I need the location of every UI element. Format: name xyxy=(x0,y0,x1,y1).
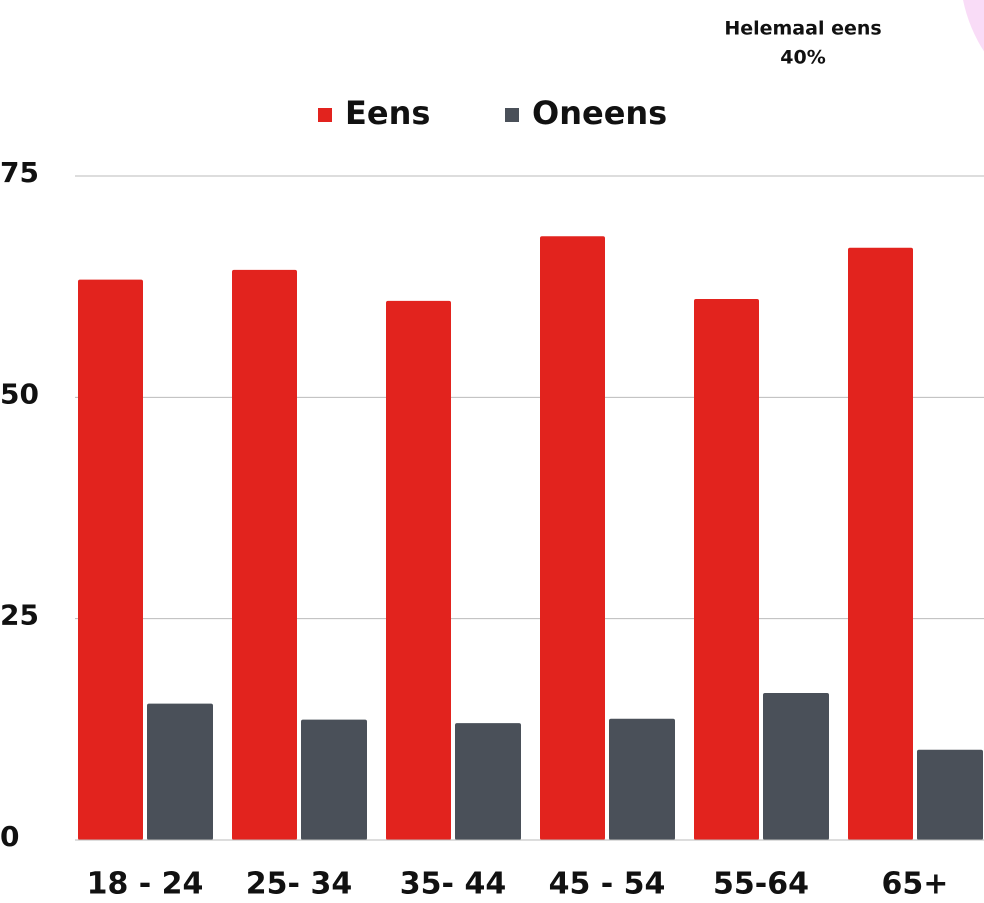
bar xyxy=(694,299,759,840)
bar xyxy=(848,247,913,840)
bar xyxy=(386,300,451,840)
y-tick-label: 0 xyxy=(0,820,19,853)
legend-swatch xyxy=(505,108,519,122)
y-tick-label: 25 xyxy=(0,599,39,632)
y-tick-label: 50 xyxy=(0,377,39,410)
bar xyxy=(232,269,297,840)
bar xyxy=(540,236,605,841)
x-tick-label: 25- 34 xyxy=(246,867,352,902)
annotation: Helemaal eens xyxy=(724,18,881,40)
x-tick-label: 35- 44 xyxy=(400,867,506,902)
bar xyxy=(609,718,675,840)
bar xyxy=(455,723,521,840)
bar xyxy=(301,719,367,840)
legend-label: Eens xyxy=(345,94,430,132)
bar xyxy=(917,749,983,840)
decor-circle xyxy=(963,0,984,52)
bar xyxy=(763,693,829,840)
bar xyxy=(147,703,213,840)
x-tick-label: 55-64 xyxy=(713,867,809,902)
legend-swatch xyxy=(318,108,332,122)
x-tick-label: 45 - 54 xyxy=(549,867,666,902)
x-tick-label: 65+ xyxy=(882,867,949,902)
bar xyxy=(78,279,143,841)
y-tick-label: 75 xyxy=(0,156,39,189)
x-tick-label: 18 - 24 xyxy=(87,867,204,902)
annotation: 40% xyxy=(780,47,825,69)
legend-label: Oneens xyxy=(532,94,667,132)
